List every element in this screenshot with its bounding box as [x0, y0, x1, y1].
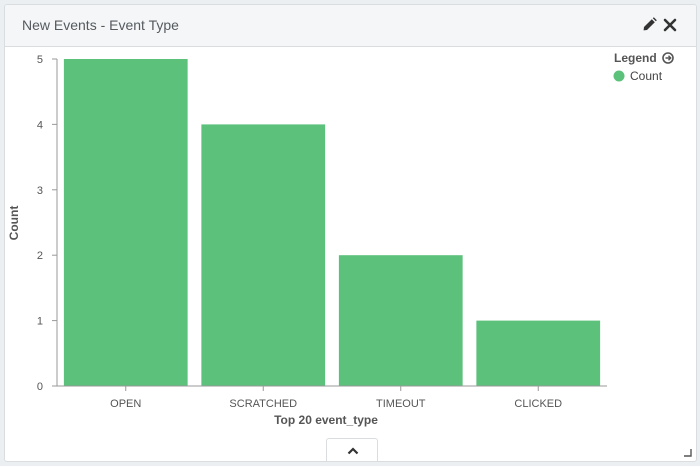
visualization-panel: New Events - Event Type 0 1 2 3 4 5 OPEN SCRAT…: [4, 4, 697, 462]
arrow-circle-right-icon[interactable]: [662, 52, 674, 64]
y-tick-label: 2: [37, 250, 43, 262]
chevron-up-icon: [347, 447, 359, 455]
close-icon[interactable]: [662, 17, 678, 33]
legend-swatch-count[interactable]: [613, 70, 625, 82]
y-tick-label: 1: [37, 316, 43, 328]
x-axis-label: Top 20 event_type: [274, 413, 378, 427]
legend-title[interactable]: Legend: [614, 51, 657, 65]
y-axis-label: Count: [7, 206, 21, 241]
legend: Legend Count: [613, 51, 674, 83]
panel-title: New Events - Event Type: [22, 17, 179, 33]
bar-timeout[interactable]: [338, 255, 463, 386]
bar-clicked[interactable]: [476, 320, 601, 386]
pencil-icon[interactable]: [641, 17, 657, 33]
legend-item-count[interactable]: Count: [630, 69, 663, 83]
bar-chart: 0 1 2 3 4 5 OPEN SCRATCHED TIMEOUT CLICKED Count…: [7, 51, 674, 427]
y-tick-label: 5: [37, 54, 43, 66]
bar-open[interactable]: [63, 59, 188, 386]
y-tick-label: 4: [37, 119, 43, 131]
x-tick-label: SCRATCHED: [229, 398, 297, 410]
x-tick-label: OPEN: [110, 398, 141, 410]
panel-header: New Events - Event Type: [5, 5, 696, 47]
resize-corner-icon[interactable]: [682, 447, 692, 457]
y-tick-label: 3: [37, 185, 43, 197]
x-tick-label: TIMEOUT: [376, 398, 426, 410]
collapse-button[interactable]: [326, 438, 378, 461]
y-tick-label: 0: [37, 381, 43, 393]
x-tick-label: CLICKED: [514, 398, 562, 410]
bar-scratched[interactable]: [201, 124, 326, 387]
